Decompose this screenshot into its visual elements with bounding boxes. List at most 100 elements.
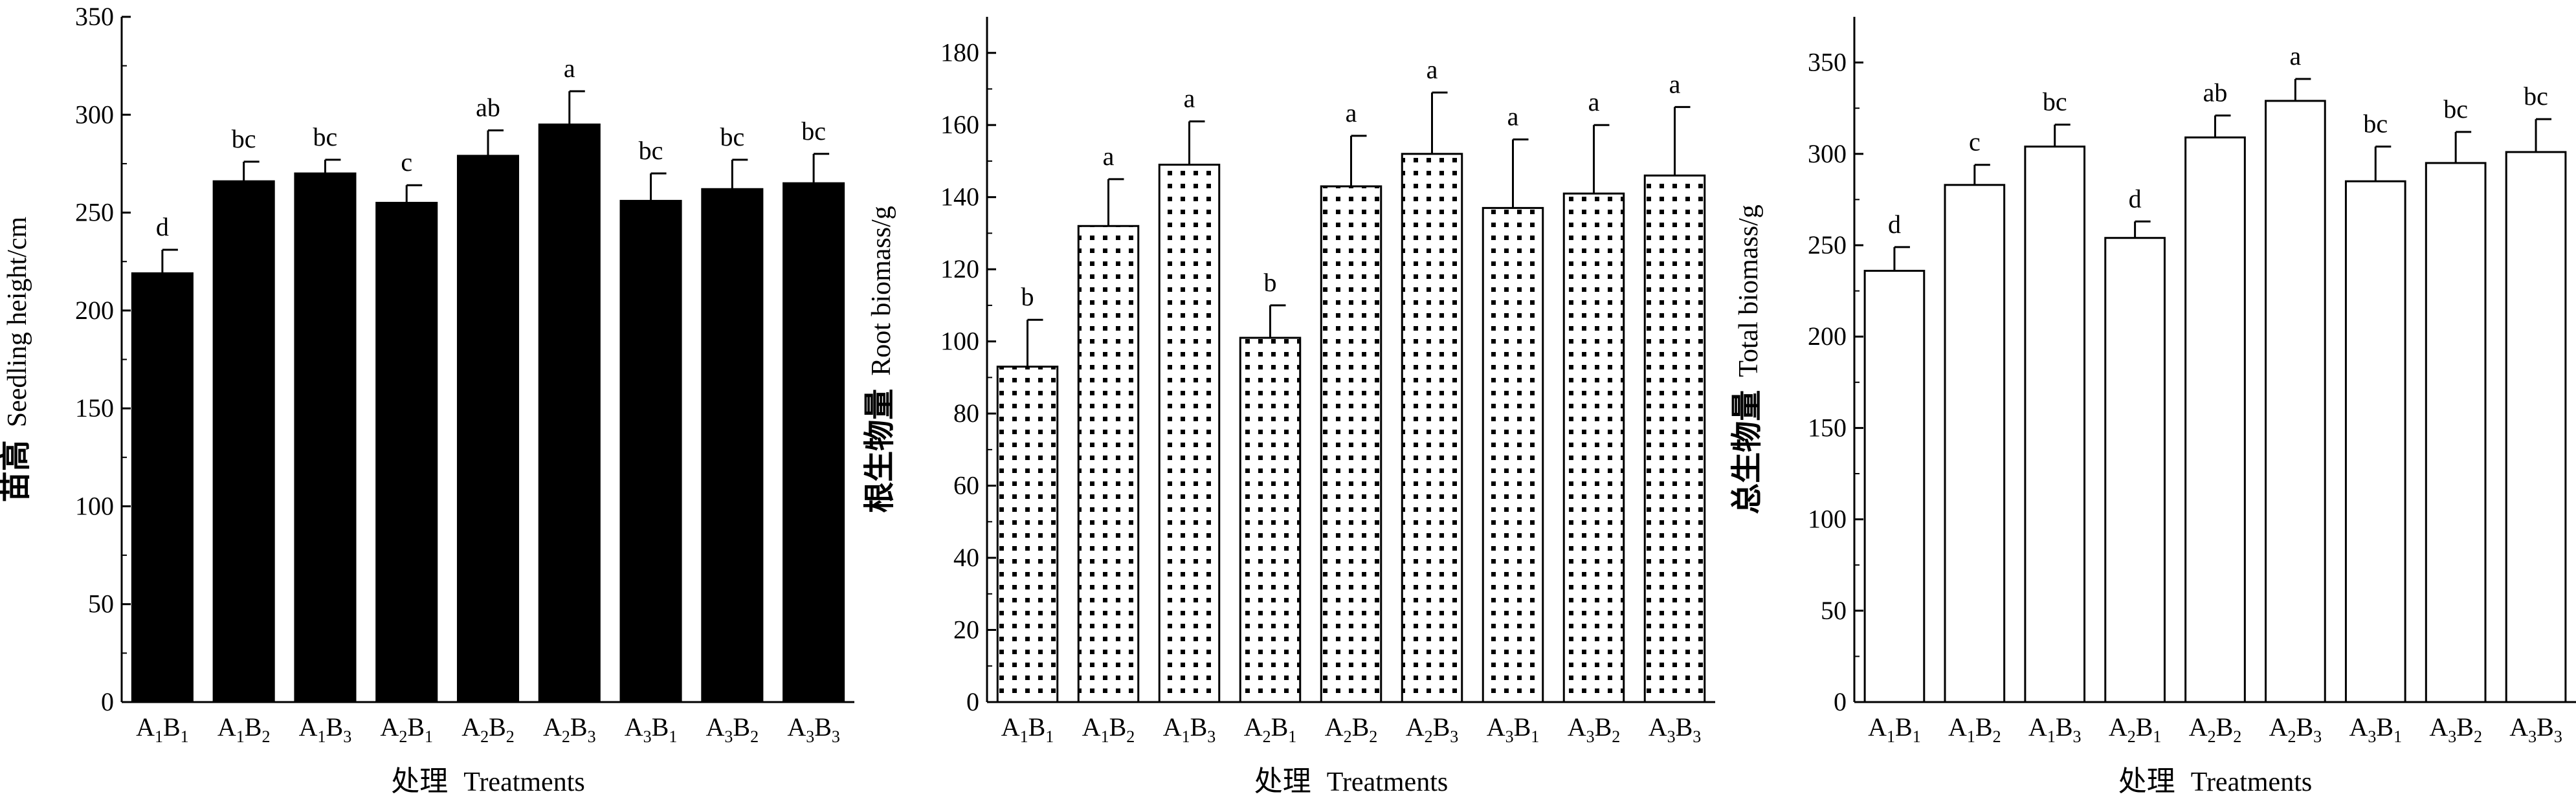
x-axis-title: 处理 Treatments [1254,765,1448,797]
x-tick-label: A3B3 [787,712,840,746]
y-tick-label: 100 [1808,505,1847,534]
y-tick-label: 120 [940,254,979,283]
bar-a1b2 [212,180,275,703]
significance-label: bc [2043,87,2067,116]
x-tick-label: A2B1 [1244,712,1297,746]
bar-a1b1 [131,272,194,703]
y-tick-label: 350 [1808,48,1847,77]
x-tick-label: A1B2 [1948,712,2001,746]
x-tick-label: A1B3 [2028,712,2082,746]
significance-label: a [1427,55,1438,84]
x-tick-label: A3B3 [1649,712,1702,746]
significance-label: a [1507,102,1519,131]
x-tick-label: A2B2 [1325,712,1378,746]
bar-a1b2 [1077,225,1140,703]
y-axis-title: 苗高 Seedling height/cm [0,216,33,502]
significance-label: bc [801,116,826,146]
significance-label: bc [720,122,744,151]
significance-label: d [156,212,169,241]
bar-a3b2 [1562,192,1625,703]
bar-a1b3 [2024,146,2086,703]
y-tick-label: 50 [88,589,114,619]
significance-label: bc [232,124,256,153]
x-tick-label: A3B2 [1568,712,1621,746]
y-axis-title: 根生物量 Root biomass/g [863,206,897,513]
significance-label: b [1021,282,1034,311]
x-tick-label: A2B1 [2109,712,2162,746]
x-tick-label: A3B1 [1487,712,1540,746]
y-tick-label: 20 [953,615,979,644]
y-tick-label: 200 [75,296,114,325]
y-tick-label: 160 [940,110,979,139]
x-tick-label: A1B3 [299,712,352,746]
bar-a2b3 [538,123,601,703]
significance-label: ab [2203,78,2228,107]
x-tick-label: A3B2 [706,712,759,746]
significance-label: c [1969,127,1981,157]
y-axis-title-en: Root biomass/g [867,206,896,376]
y-tick-label: 0 [966,687,979,716]
y-axis-title-en: Total biomass/g [1734,204,1764,377]
y-axis-title-zh: 总生物量 [1730,390,1764,514]
y-axis-title-en: Seedling height/cm [3,216,32,427]
y-axis-title: 总生物量 Total biomass/g [1730,204,1764,514]
y-tick-label: 250 [75,198,114,227]
significance-label: a [1184,84,1195,113]
x-tick-label: A2B3 [1406,712,1459,746]
y-tick-label: 40 [953,543,979,572]
x-tick-label: A3B2 [2429,712,2482,746]
bar-a2b2 [2184,136,2246,703]
bar-a2b3 [1401,153,1463,703]
bar-a1b3 [1158,164,1221,703]
bar-a2b1 [375,201,438,703]
x-tick-label: A1B2 [217,712,271,746]
y-tick-label: 150 [75,393,114,423]
chart-panel-1: 0 50 100 150 200 250 300 350 d A1B1 bc A1B2 bc A1B3 c A… [0,2,854,797]
x-tick-label: A1B2 [1082,712,1135,746]
x-tick-label: A2B2 [461,712,515,746]
x-tick-label: A3B1 [2349,712,2402,746]
x-tick-label: A1B1 [1868,712,1921,746]
bar-a2b2 [456,155,520,703]
x-axis-title: 处理 Treatments [2118,765,2312,797]
y-axis-title-zh: 苗高 [0,440,33,502]
bar-a3b2 [701,188,764,703]
y-tick-label: 80 [953,399,979,428]
bar-a3b1 [2344,180,2406,703]
y-tick-label: 300 [1808,139,1847,168]
x-tick-label: A1B1 [136,712,189,746]
significance-label: bc [2524,82,2548,111]
bar-a2b1 [1239,336,1302,703]
x-tick-label: A3B1 [625,712,678,746]
x-axis-title-en: Treatments [2191,767,2312,797]
x-tick-label: A1B3 [1163,712,1216,746]
significance-label: a [1103,142,1115,171]
significance-label: d [2129,184,2142,213]
bar-a1b1 [996,366,1059,703]
x-tick-label: A3B3 [2509,712,2562,746]
significance-label: a [1669,69,1681,98]
chart-panel-3: 0 50 100 150 200 250 300 350 d A1B1 c A1B2 bc A1B3 d A2… [1730,17,2576,797]
significance-label: b [1264,268,1277,297]
y-tick-label: 100 [940,327,979,356]
bar-a1b1 [1863,270,1926,703]
bar-a1b2 [1944,184,2006,703]
y-tick-label: 200 [1808,322,1847,351]
y-tick-label: 300 [75,100,114,129]
x-tick-label: A2B3 [2269,712,2322,746]
bar-a3b1 [1482,206,1544,703]
x-axis-title-zh: 处理 [1254,765,1311,797]
bar-a2b2 [1320,185,1382,703]
x-axis-title: 处理 Treatments [391,765,584,797]
bar-a1b3 [294,172,357,703]
significance-label: a [1588,87,1600,116]
significance-label: bc [2443,94,2468,124]
bar-a3b2 [2425,162,2487,703]
bar-a2b3 [2265,100,2326,703]
significance-label: bc [639,136,663,165]
bar-a3b3 [1643,174,1706,703]
significance-label: a [564,54,575,83]
y-tick-label: 150 [1808,413,1847,442]
significance-label: bc [2363,109,2388,138]
